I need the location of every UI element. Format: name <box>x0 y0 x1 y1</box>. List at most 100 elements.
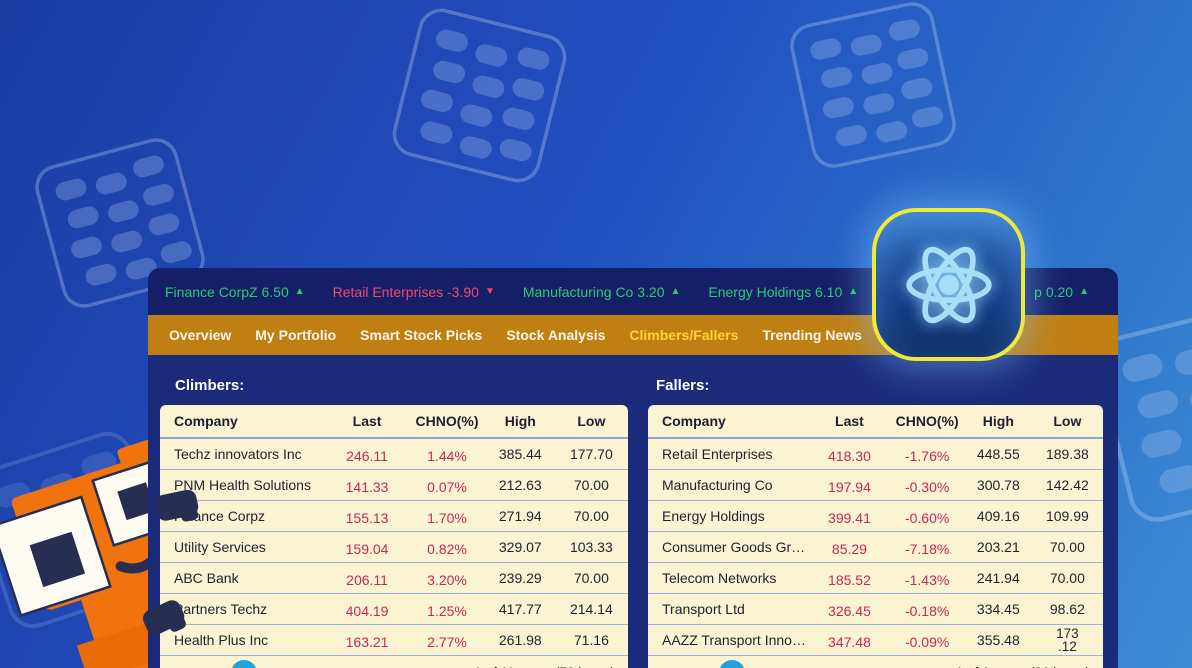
pagination-info: 1 of 11 pages(72 items) <box>474 665 615 668</box>
table-row[interactable]: Telecom Networks 185.52 -1.43% 241.94 70.00 <box>648 562 1103 596</box>
cell: 239.29 <box>485 562 555 594</box>
table-row[interactable]: AAZZ Transport Innovat... 347.48 -0.09% 355… <box>648 624 1103 657</box>
table-row[interactable]: Techz innovators Inc 246.11 1.44% 385.44 177… <box>160 438 628 470</box>
column-header[interactable]: CHNO(%) <box>408 405 486 439</box>
column-header[interactable]: High <box>485 405 555 439</box>
cell: 203.21 <box>964 531 1032 563</box>
cell: 173 .12 <box>1031 624 1103 655</box>
table-row[interactable]: Partners Techz 404.19 1.25% 417.77 214.14 <box>160 593 628 627</box>
column-header[interactable]: High <box>964 405 1032 439</box>
dice-decoration <box>786 0 960 172</box>
nav-item-smart-stock-picks[interactable]: Smart Stock Picks <box>360 327 483 343</box>
nav-item-my-portfolio[interactable]: My Portfolio <box>255 327 337 343</box>
cell: 70.00 <box>554 500 628 532</box>
ticker-item-label: p 0.20 <box>1034 283 1074 300</box>
down-triangle-icon: ▼ <box>484 285 495 297</box>
column-header[interactable]: Company <box>160 405 326 439</box>
cell: 71.16 <box>554 624 628 655</box>
cell: 355.48 <box>964 624 1032 655</box>
robot-hand-icon <box>143 600 186 635</box>
column-header[interactable]: Last <box>325 405 409 439</box>
cell: 385.44 <box>498 446 542 462</box>
page-button-1[interactable]: 1 <box>719 659 745 668</box>
cell: 189.38 <box>1045 446 1089 462</box>
cell: 70.00 <box>554 469 628 501</box>
next-page-button[interactable]: > <box>864 660 890 668</box>
cell: Retail Enterprises <box>662 446 773 462</box>
prev-page-button[interactable]: < <box>690 660 716 668</box>
cell: 326.45 <box>809 595 890 627</box>
up-triangle-icon: ▲ <box>848 285 859 297</box>
cell: -1.43% <box>889 564 965 596</box>
cell: 418.30 <box>828 448 871 464</box>
page-button-3[interactable]: 3 <box>289 660 315 668</box>
cell: 185.52 <box>809 564 890 596</box>
page-button-2[interactable]: 2 <box>260 660 286 668</box>
column-header[interactable]: Low <box>1031 405 1103 439</box>
table-row[interactable]: Health Plus Inc 163.21 2.77% 261.98 71.16 <box>160 624 628 657</box>
page-button-3[interactable]: 3 <box>777 660 803 668</box>
table-row[interactable]: Retail Enterprises 418.30 -1.76% 448.55 189.… <box>648 438 1103 470</box>
cell: Transport Ltd <box>648 593 810 625</box>
nav-item-stock-analysis[interactable]: Stock Analysis <box>506 327 606 343</box>
table-row[interactable]: Finance Corpz 155.13 1.70% 271.94 70.00 <box>160 500 628 534</box>
page-button-1[interactable]: 1 <box>231 659 257 668</box>
last-page-button[interactable]: >| <box>893 660 919 668</box>
cell: 347.48 <box>809 626 890 657</box>
table-row[interactable]: Energy Holdings 399.41 -0.60% 409.16 109.99 <box>648 500 1103 534</box>
cell: 246.11 <box>346 448 388 464</box>
table-row[interactable]: ABC Bank 206.11 3.20% 239.29 70.00 <box>160 562 628 596</box>
cell: 141.33 <box>325 471 409 503</box>
cell: Utility Services <box>160 531 326 563</box>
pagination-info: 1 of 6 pages(36 items) <box>956 665 1090 668</box>
page-button-2[interactable]: 2 <box>748 660 774 668</box>
cell: 2.77% <box>408 626 486 657</box>
cell: 261.98 <box>485 624 555 655</box>
cell: 109.99 <box>1031 500 1103 532</box>
first-page-button[interactable]: |< <box>661 660 687 668</box>
page-button-4[interactable]: 4 <box>318 660 344 668</box>
first-page-button[interactable]: |< <box>173 660 199 668</box>
nav-item-overview[interactable]: Overview <box>169 327 232 343</box>
cell: 3.20% <box>408 564 486 596</box>
cell: 98.62 <box>1031 593 1103 625</box>
cell: 177.70 <box>569 446 613 462</box>
table-row[interactable]: Transport Ltd 326.45 -0.18% 334.45 98.62 <box>648 593 1103 627</box>
table-row[interactable]: PNM Health Solutions 141.33 0.07% 212.63 70.… <box>160 469 628 503</box>
column-header[interactable]: CHNO(%) <box>889 405 965 439</box>
page-overflow-indicator: – <box>835 660 861 668</box>
cell: 206.11 <box>325 564 409 596</box>
cell: Health Plus Inc <box>160 624 326 655</box>
nav-item-climbers-fallers[interactable]: Climbers/Fallers <box>629 327 739 343</box>
table-row[interactable]: Utility Services 159.04 0.82% 329.07 103.33 <box>160 531 628 565</box>
cell: 1.70% <box>408 502 486 534</box>
ticker-item: Finance CorpZ 6.50 ▲ <box>165 284 305 300</box>
cell: 163.21 <box>325 626 409 657</box>
cell: Partners Techz <box>160 593 326 625</box>
cell: 417.77 <box>485 593 555 625</box>
up-triangle-icon: ▲ <box>670 285 681 297</box>
next-page-button[interactable]: > <box>376 660 402 668</box>
cell: 159.04 <box>325 533 409 565</box>
nav-item-trending-news[interactable]: Trending News <box>762 327 862 343</box>
climbers-title: Climbers: <box>175 377 245 394</box>
cell: AAZZ Transport Innovat... <box>648 624 810 655</box>
cell: 0.07% <box>408 471 486 503</box>
fallers-section: Fallers: Company Last CHNO(%) High Low Retail… <box>648 377 1103 668</box>
cell: 70.00 <box>1031 531 1103 563</box>
prev-page-button[interactable]: < <box>202 660 228 668</box>
column-header[interactable]: Last <box>809 405 890 439</box>
cell: Techz innovators Inc <box>174 446 302 462</box>
ticker-item: Manufacturing Co 3.20 ▲ <box>523 284 681 300</box>
column-header[interactable]: Company <box>648 405 810 439</box>
last-page-button[interactable]: >| <box>405 660 431 668</box>
page-button-4[interactable]: 4 <box>806 660 832 668</box>
cell: 103.33 <box>554 531 628 563</box>
cell: 329.07 <box>485 531 555 563</box>
cell: Manufacturing Co <box>648 469 810 501</box>
cell: 399.41 <box>809 502 890 534</box>
column-header[interactable]: Low <box>554 405 628 439</box>
cell: 409.16 <box>964 500 1032 532</box>
table-row[interactable]: Manufacturing Co 197.94 -0.30% 300.78 142.42 <box>648 469 1103 503</box>
table-row[interactable]: Consumer Goods Group 85.29 -7.18% 203.21 70.… <box>648 531 1103 565</box>
